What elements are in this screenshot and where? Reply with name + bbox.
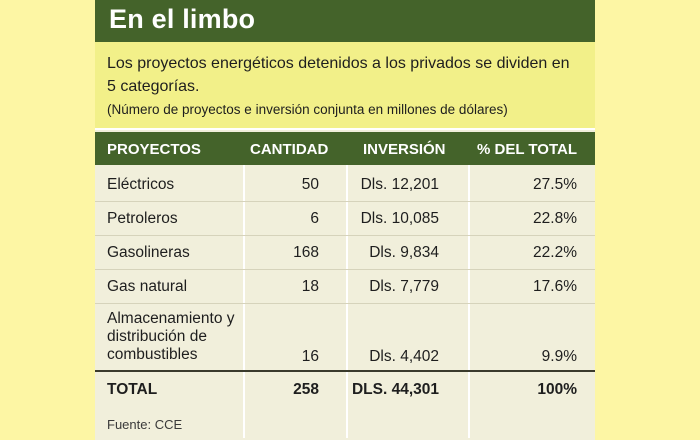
cell-cantidad: 16 [301,348,319,365]
total-cantidad: 258 [293,381,319,398]
column-header-inversion: INVERSIÓN [363,141,446,158]
column-header-porcentaje: % DEL TOTAL [477,141,578,158]
cell-inversion: Dls. 9,834 [369,244,439,261]
cell-proyecto: Eléctricos [107,176,175,193]
cell-proyecto: Gasolineras [107,244,190,261]
source-note: Fuente: CCE [107,417,183,432]
cell-cantidad: 6 [310,210,319,227]
cell-porcentaje: 27.5% [533,176,577,193]
cell-porcentaje: 22.2% [533,244,577,261]
total-porcentaje: 100% [537,381,577,398]
subtitle: Los proyectos energéticos detenidos a lo… [107,55,570,95]
row-separator [95,303,595,304]
cell-cantidad: 168 [293,244,319,261]
table-row: Eléctricos 50 Dls. 12,201 27.5% [95,168,595,202]
data-table: PROYECTOS CANTIDAD INVERSIÓN % DEL TOTAL… [95,130,595,440]
title-bar: En el limbo [95,0,595,42]
cell-porcentaje: 17.6% [533,278,577,295]
infographic-card: En el limbo Los proyectos energéticos de… [95,0,595,440]
row-separator [95,235,595,236]
total-label: TOTAL [107,381,158,398]
total-row: TOTAL 258 DLS. 44,301 100% [95,374,595,408]
row-separator [95,269,595,270]
subtitle-box: Los proyectos energéticos detenidos a lo… [95,42,595,128]
cell-proyecto: Gas natural [107,278,188,295]
column-divider [346,165,348,438]
page-title: En el limbo [109,4,256,34]
cell-inversion: Dls. 7,779 [369,278,439,295]
cell-proyecto: Almacenamiento y distribución de combust… [107,310,235,363]
total-inversion: DLS. 44,301 [351,381,439,398]
table-row: Gas natural 18 Dls. 7,779 17.6% [95,270,595,304]
column-header-proyectos: PROYECTOS [107,141,201,158]
table-row: Petroleros 6 Dls. 10,085 22.8% [95,202,595,236]
column-header-cantidad: CANTIDAD [250,141,329,158]
cell-cantidad: 18 [301,278,319,295]
cell-cantidad: 50 [301,176,319,193]
table-header: PROYECTOS CANTIDAD INVERSIÓN % DEL TOTAL [95,132,595,165]
cell-porcentaje: 9.9% [541,348,577,365]
total-separator [95,370,595,372]
table-row: Almacenamiento y distribución de combust… [95,304,595,370]
table-row: Gasolineras 168 Dls. 9,834 22.2% [95,236,595,270]
column-divider [468,165,470,438]
cell-inversion: Dls. 12,201 [360,176,439,193]
cell-porcentaje: 22.8% [533,210,577,227]
cell-proyecto: Petroleros [107,210,178,227]
cell-inversion: Dls. 10,085 [360,210,439,227]
cell-inversion: Dls. 4,402 [369,348,439,365]
column-divider [243,165,245,438]
note: (Número de proyectos e inversión conjunt… [107,102,508,117]
row-separator [95,201,595,202]
